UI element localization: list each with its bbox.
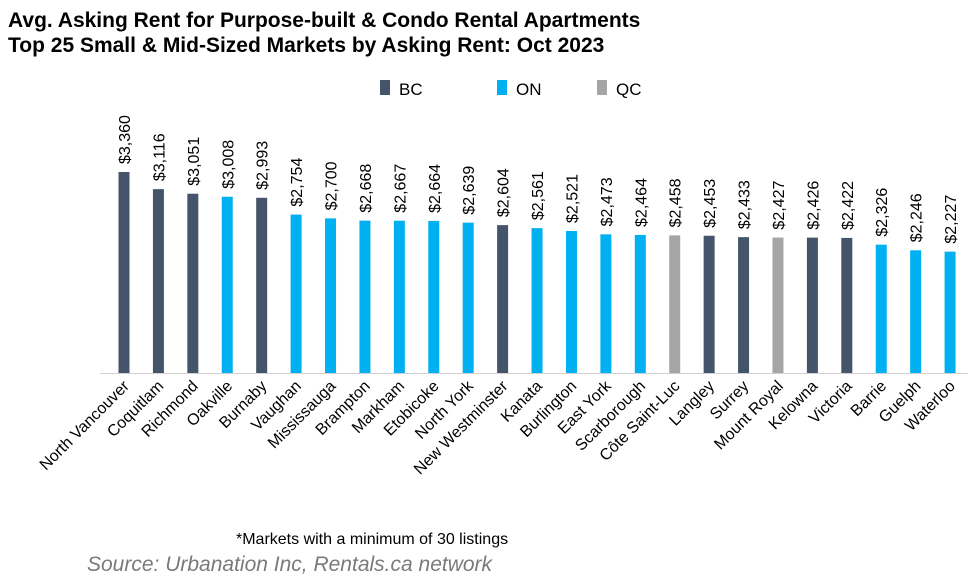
bar-7: [359, 220, 371, 373]
bar-11: [497, 225, 509, 373]
bar-6: [325, 218, 337, 373]
data-label: $3,360: [117, 115, 134, 164]
data-label: $2,326: [874, 188, 891, 237]
bar-15: [634, 234, 646, 373]
data-label: $3,051: [186, 137, 203, 186]
bar-19: [772, 237, 784, 373]
bar-9: [428, 220, 440, 373]
legend-swatch-on: [497, 80, 507, 95]
data-label: $2,664: [427, 164, 444, 213]
data-label: $2,422: [840, 181, 857, 230]
bar-23: [910, 250, 922, 373]
data-label: $2,993: [255, 141, 272, 190]
data-label: $2,227: [943, 195, 960, 244]
legend-label-bc: BC: [399, 80, 423, 99]
bar-21: [841, 237, 853, 373]
bar-5: [290, 214, 302, 373]
bar-1: [152, 189, 164, 373]
bar-14: [600, 234, 612, 373]
data-label: $2,433: [737, 180, 754, 229]
data-label: $2,473: [599, 177, 616, 226]
legend-swatch-qc: [597, 80, 607, 95]
bar-8: [393, 220, 405, 373]
legend-label-qc: QC: [616, 80, 642, 99]
bar-2: [187, 193, 199, 373]
bar-12: [531, 228, 543, 373]
data-label: $2,458: [668, 178, 685, 227]
data-label: $2,639: [461, 166, 478, 215]
bar-22: [875, 244, 887, 373]
data-label: $2,667: [392, 164, 409, 213]
data-label: $3,116: [151, 133, 168, 181]
bar-0: [118, 172, 130, 373]
data-label: $2,561: [530, 171, 547, 220]
bar-4: [256, 197, 268, 373]
data-label: $2,426: [805, 181, 822, 230]
data-label: $2,427: [771, 181, 788, 230]
chart-title-block: Avg. Asking Rent for Purpose-built & Con…: [8, 8, 640, 58]
bar-17: [703, 235, 715, 373]
bar-20: [806, 237, 818, 373]
chart-title: Avg. Asking Rent for Purpose-built & Con…: [8, 9, 641, 32]
data-label: $2,668: [358, 164, 375, 213]
source-note: Source: Urbanation Inc, Rentals.ca netwo…: [87, 553, 493, 576]
data-label: $2,700: [324, 161, 341, 210]
data-label: $2,754: [289, 158, 306, 207]
data-label: $2,453: [702, 179, 719, 228]
data-label: $2,604: [496, 168, 513, 217]
legend-label-on: ON: [516, 80, 542, 99]
bar-16: [669, 235, 681, 373]
bar-13: [565, 230, 577, 373]
footnote: *Markets with a minimum of 30 listings: [236, 531, 509, 548]
data-label: $2,464: [633, 178, 650, 227]
data-label: $3,008: [220, 140, 237, 189]
bar-3: [221, 196, 233, 373]
bar-18: [738, 237, 750, 373]
data-label: $2,246: [909, 193, 926, 242]
chart-subtitle: Top 25 Small & Mid-Sized Markets by Aski…: [8, 34, 605, 57]
bar-10: [462, 222, 474, 373]
bar-24: [944, 251, 956, 373]
data-label: $2,521: [564, 174, 581, 223]
legend-swatch-bc: [380, 80, 390, 95]
